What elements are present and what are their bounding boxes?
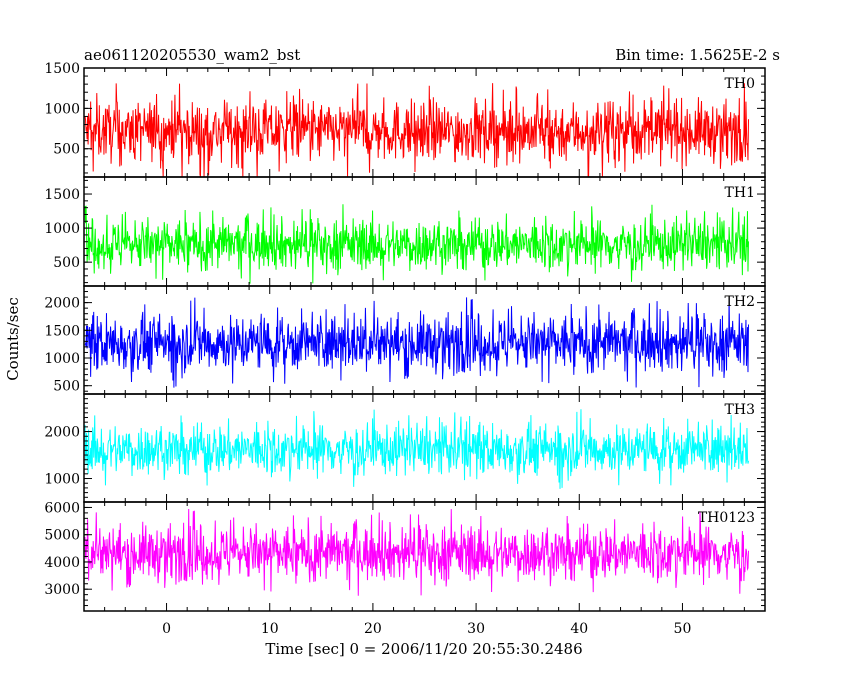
bin-time-label: Bin time: 1.5625E-2 s (615, 46, 780, 64)
panel-th1: 500 1000 1500 TH1 (44, 176, 766, 287)
panel-th2: 500 1000 1500 2000 TH2 (44, 285, 766, 395)
x-tick-label: 30 (467, 621, 485, 637)
x-tick-label: 20 (364, 621, 382, 637)
x-tick-label: 40 (570, 621, 588, 637)
y-tick-label: 1000 (44, 101, 80, 117)
panel-th0123: 3000 4000 5000 6000 TH0123 (44, 500, 766, 612)
panel-name-label: TH0123 (698, 510, 755, 526)
y-tick-label: 1500 (44, 61, 80, 77)
y-tick-label: 1000 (44, 221, 80, 237)
panel-th3: 1000 2000 TH3 (44, 393, 766, 503)
y-tick-label: 1000 (44, 472, 80, 488)
y-tick-label: 1500 (44, 323, 80, 339)
y-tick-label: 1500 (44, 187, 80, 203)
series-th0123 (84, 509, 749, 596)
x-tick-label: 10 (261, 621, 279, 637)
y-tick-label: 6000 (44, 500, 80, 516)
series-th0 (84, 83, 749, 177)
x-tick-label: 0 (162, 621, 171, 637)
y-tick-label: 1000 (44, 351, 80, 367)
y-tick-label: 5000 (44, 528, 80, 544)
y-tick-label: 500 (53, 142, 80, 158)
panel-name-label: TH0 (725, 76, 755, 92)
panels: 500 1000 1500 TH0 500 1000 1500 TH1 500 1000 1500 2… (44, 61, 766, 612)
y-tick-label: 2000 (44, 296, 80, 312)
plot-title: ae061120205530_wam2_bst (84, 46, 300, 64)
series-th2 (84, 297, 749, 388)
x-axis-title: Time [sec] 0 = 2006/11/20 20:55:30.2486 (265, 640, 582, 658)
panel-th0: 500 1000 1500 TH0 (44, 61, 766, 178)
x-axis: 0 10 20 30 40 50 (162, 621, 691, 637)
y-tick-label: 500 (53, 255, 80, 271)
series-th3 (84, 409, 749, 489)
panel-name-label: TH3 (725, 402, 755, 418)
y-tick-label: 4000 (44, 555, 80, 571)
y-tick-label: 500 (53, 379, 80, 395)
panel-name-label: TH2 (725, 294, 755, 310)
x-tick-label: 50 (674, 621, 692, 637)
y-axis-title: Counts/sec (4, 297, 22, 381)
y-tick-label: 3000 (44, 582, 80, 598)
panel-name-label: TH1 (725, 185, 755, 201)
y-tick-label: 2000 (44, 425, 80, 441)
series-th1 (84, 204, 749, 284)
